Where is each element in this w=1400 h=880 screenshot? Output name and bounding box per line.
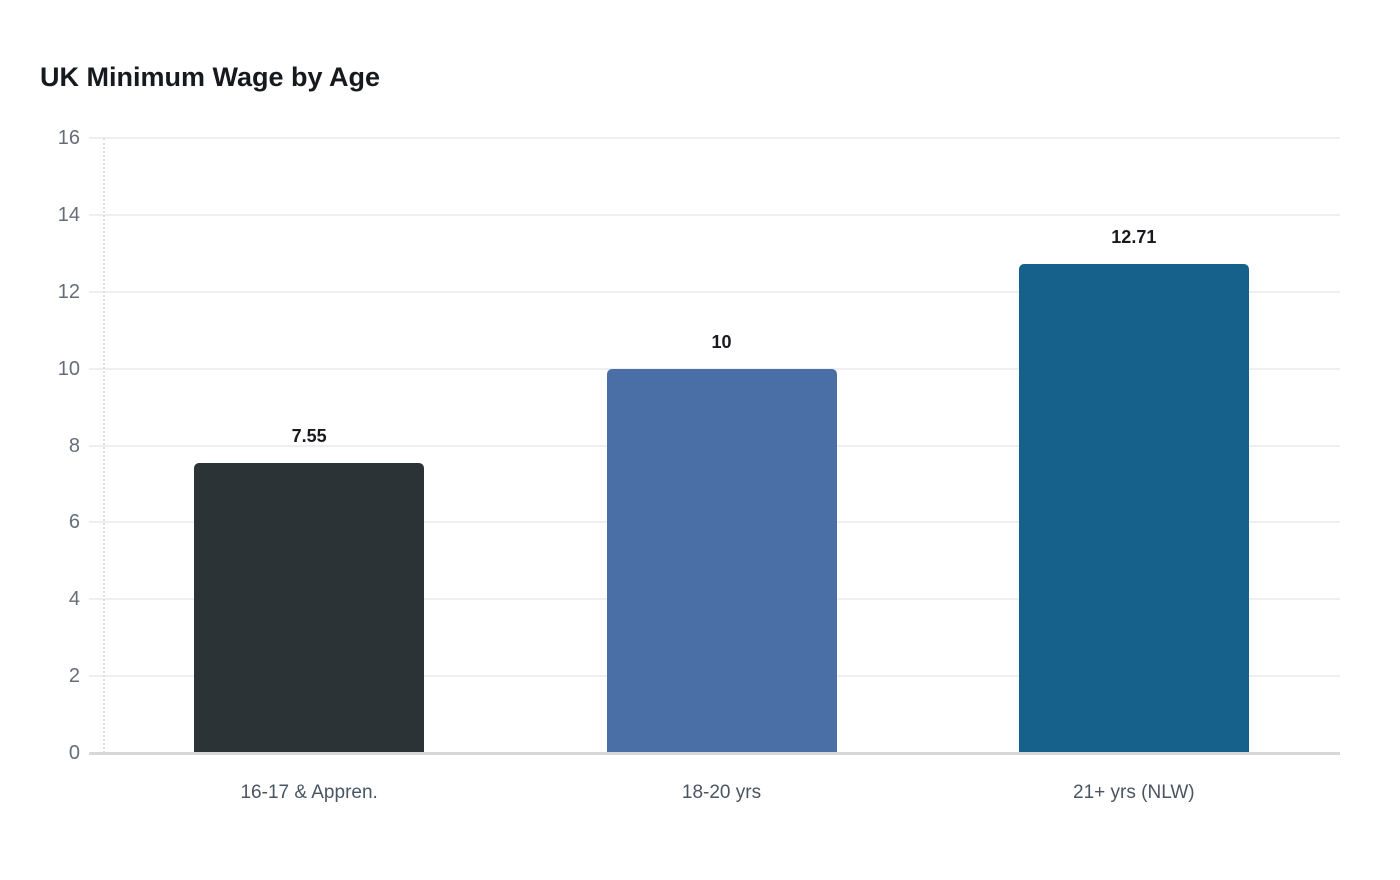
y-tick-label: 8 [68,434,80,457]
gridline [89,137,1340,139]
bar-value-label: 12.71 [1111,227,1157,248]
y-axis-line [103,138,105,753]
y-tick-label: 4 [68,588,80,611]
bar [606,368,837,753]
x-category-label: 16-17 & Appren. [240,782,378,803]
y-tick-label: 0 [68,742,80,764]
y-tick-label: 2 [68,665,80,688]
y-tick-label: 10 [57,357,80,380]
x-category-label: 21+ yrs (NLW) [1073,782,1195,803]
bar [1018,264,1249,753]
y-tick-label: 6 [68,511,80,534]
x-category-label: 18-20 yrs [681,782,762,803]
x-axis-baseline [89,751,1340,755]
y-tick-label: 12 [57,280,80,303]
bar-value-label: 7.55 [291,425,327,446]
bar-value-label: 10 [711,331,732,352]
y-tick-label: 16 [57,127,80,149]
y-tick-label: 14 [57,203,80,226]
gridline [89,213,1340,216]
plot-area: 7.55 10 12.71 [89,137,1340,755]
bar [194,462,425,753]
gridline [89,290,1340,293]
chart-title: UK Minimum Wage by Age [40,62,381,92]
